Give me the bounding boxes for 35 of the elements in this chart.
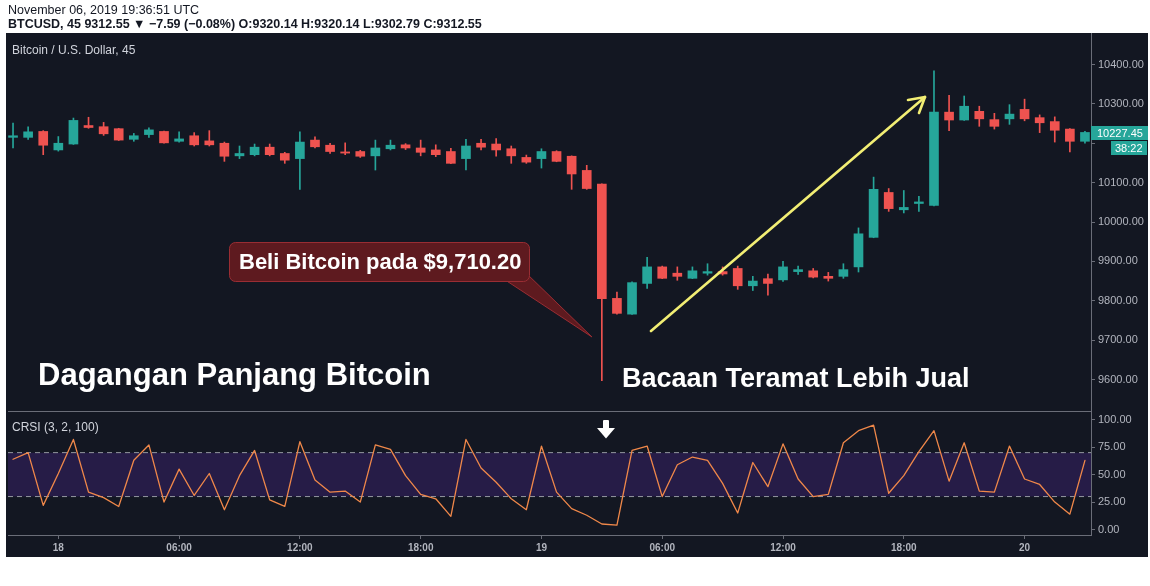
y-tick-label: 0.00: [1098, 522, 1120, 535]
x-tick-label: 18: [52, 541, 65, 553]
y-tick-label: 10400.00: [1098, 57, 1144, 70]
text: 10227.45: [1091, 126, 1148, 140]
y-tick-label: 75.00: [1098, 440, 1126, 453]
x-tick-label: 12:00: [770, 541, 797, 553]
text: November 06, 2019 19:36:51 UTC: [8, 2, 200, 17]
annotation: Dagangan Panjang Bitcoin: [38, 356, 431, 392]
text: Bitcoin / U.S. Dollar, 45: [12, 42, 136, 57]
y-tick-label: 9800.00: [1098, 293, 1138, 306]
y-tick-label: 50.00: [1098, 467, 1126, 480]
candlestick: [898, 190, 909, 214]
y-tick-label: 9900.00: [1098, 254, 1138, 267]
y-tick-label: 9600.00: [1098, 372, 1138, 385]
x-tick-label: 06:00: [166, 541, 193, 553]
x-tick-label: 18:00: [407, 541, 434, 553]
y-tick-label: 100.00: [1098, 412, 1132, 425]
y-tick-label: 9700.00: [1098, 333, 1138, 346]
y-tick-label: 10300.00: [1098, 96, 1144, 109]
candlestick: [914, 196, 924, 212]
x-tick-label: 06:00: [649, 541, 676, 553]
text: BTCUSD, 45 9312.55 ▼ −7.59 (−0.08%) O:9320.14 H:9320.14 L:9302.79 C:9312.55: [8, 16, 482, 31]
text: 38:22: [1111, 141, 1147, 155]
x-tick-label: 12:00: [287, 541, 314, 553]
y-tick-label: 25.00: [1098, 495, 1126, 508]
y-tick-label: 10100.00: [1098, 175, 1144, 188]
text: CRSI (3, 2, 100): [12, 419, 99, 434]
annotation: Beli Bitcoin pada $9,710.20: [239, 249, 522, 274]
candlestick: [8, 122, 18, 149]
x-tick-label: 19: [535, 541, 548, 553]
x-tick-label: 20: [1019, 541, 1031, 553]
y-tick-label: 10000.00: [1098, 215, 1144, 228]
candlestick: [944, 94, 954, 131]
x-tick-label: 18:00: [891, 541, 918, 553]
annotation: Bacaan Teramat Lebih Jual: [622, 362, 970, 393]
